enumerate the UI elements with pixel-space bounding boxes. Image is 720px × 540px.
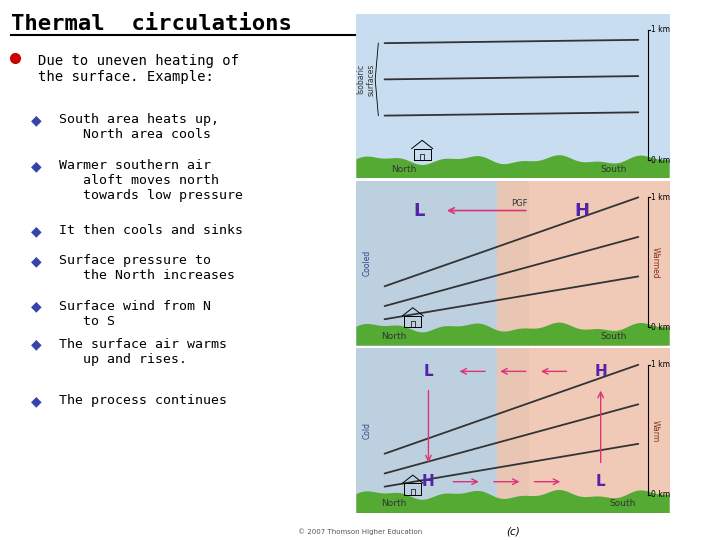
Text: South: South [600, 165, 626, 174]
Polygon shape [498, 348, 670, 513]
Polygon shape [356, 14, 670, 178]
Text: South: South [609, 500, 636, 509]
Text: Surface pressure to
   the North increases: Surface pressure to the North increases [59, 254, 235, 282]
Text: Cooled: Cooled [363, 250, 372, 276]
Polygon shape [498, 181, 670, 346]
Text: Isobaric
surfaces: Isobaric surfaces [356, 63, 376, 96]
Text: 0 km: 0 km [652, 156, 670, 165]
Text: L: L [423, 364, 433, 379]
Polygon shape [356, 155, 670, 178]
Text: ◆: ◆ [30, 300, 41, 314]
Text: Warmer southern air
   aloft moves north
   towards low pressure: Warmer southern air aloft moves north to… [59, 159, 243, 202]
Text: L: L [413, 201, 425, 220]
Text: H: H [422, 474, 435, 489]
Text: The process continues: The process continues [59, 394, 227, 407]
Text: The surface air warms
   up and rises.: The surface air warms up and rises. [59, 338, 227, 366]
Text: (a): (a) [506, 191, 520, 201]
Text: Thermal  circulations: Thermal circulations [12, 14, 292, 33]
Text: Warm: Warm [651, 420, 660, 442]
Text: ◆: ◆ [30, 338, 41, 352]
Text: North: North [382, 332, 407, 341]
Text: Due to uneven heating of
the surface. Example:: Due to uneven heating of the surface. Ex… [38, 54, 239, 84]
Text: North: North [391, 165, 416, 174]
Polygon shape [356, 490, 670, 513]
Text: © 2007 Thomson Higher Education: © 2007 Thomson Higher Education [298, 529, 422, 535]
Text: H: H [594, 364, 607, 379]
Text: (c): (c) [506, 526, 520, 536]
Text: ◆: ◆ [30, 224, 41, 238]
Text: ◆: ◆ [30, 254, 41, 268]
Text: It then cools and sinks: It then cools and sinks [59, 224, 243, 237]
Text: PGF: PGF [511, 199, 528, 207]
Text: South area heats up,
   North area cools: South area heats up, North area cools [59, 113, 219, 141]
Text: L: L [596, 474, 606, 489]
Text: Surface wind from N
   to S: Surface wind from N to S [59, 300, 211, 328]
Text: 1 km: 1 km [652, 193, 670, 202]
Text: ◆: ◆ [30, 159, 41, 173]
Text: 0 km: 0 km [652, 490, 670, 500]
Text: South: South [600, 332, 626, 341]
Polygon shape [356, 181, 528, 346]
Text: 1 km: 1 km [652, 360, 670, 369]
Text: H: H [575, 201, 590, 220]
Text: Warmed: Warmed [651, 247, 660, 279]
Text: 0 km: 0 km [652, 323, 670, 332]
Text: North: North [382, 500, 407, 509]
Polygon shape [356, 348, 528, 513]
Text: 1 km: 1 km [652, 25, 670, 35]
Text: (b): (b) [505, 359, 521, 369]
Text: ◆: ◆ [30, 394, 41, 408]
Text: ◆: ◆ [30, 113, 41, 127]
Text: Cold: Cold [363, 422, 372, 439]
Polygon shape [356, 322, 670, 346]
